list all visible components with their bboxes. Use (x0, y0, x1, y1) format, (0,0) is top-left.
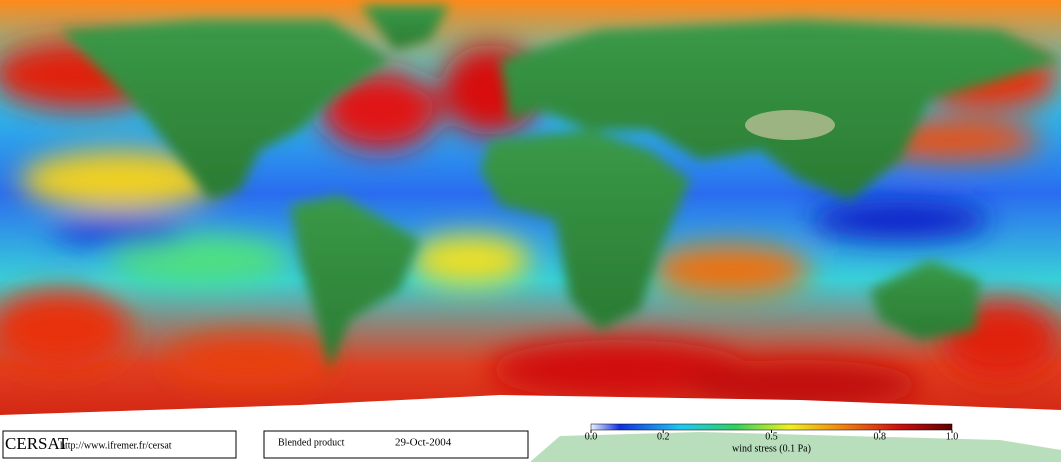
logo-box (2, 430, 237, 459)
continents (60, 5, 1061, 370)
date: 29-Oct-2004 (395, 437, 452, 449)
colorbar-tick-label: 0.2 (657, 431, 670, 442)
logo: CERSAT (5, 434, 69, 453)
colorbar: 0.0 0.2 0.5 0.8 1.0 wind stress (0.1 Pa) (585, 423, 959, 454)
url: http://www.ifremer.fr/cersat (60, 440, 172, 451)
wind-field (0, 40, 1060, 410)
product: Blended product (278, 437, 345, 448)
product-box (263, 430, 529, 459)
colorbar-tick-label: 0.8 (874, 431, 887, 442)
colorbar-tick-label: 1.0 (946, 431, 959, 442)
colorbar-tick-label: 0.5 (765, 431, 778, 442)
colorbar-scale (590, 423, 953, 431)
tibet-plateau (745, 110, 835, 140)
bottom-land (530, 432, 1061, 462)
colorbar-tick-label: 0.0 (585, 431, 598, 442)
colorbar-label: wind stress (0.1 Pa) (732, 443, 811, 454)
